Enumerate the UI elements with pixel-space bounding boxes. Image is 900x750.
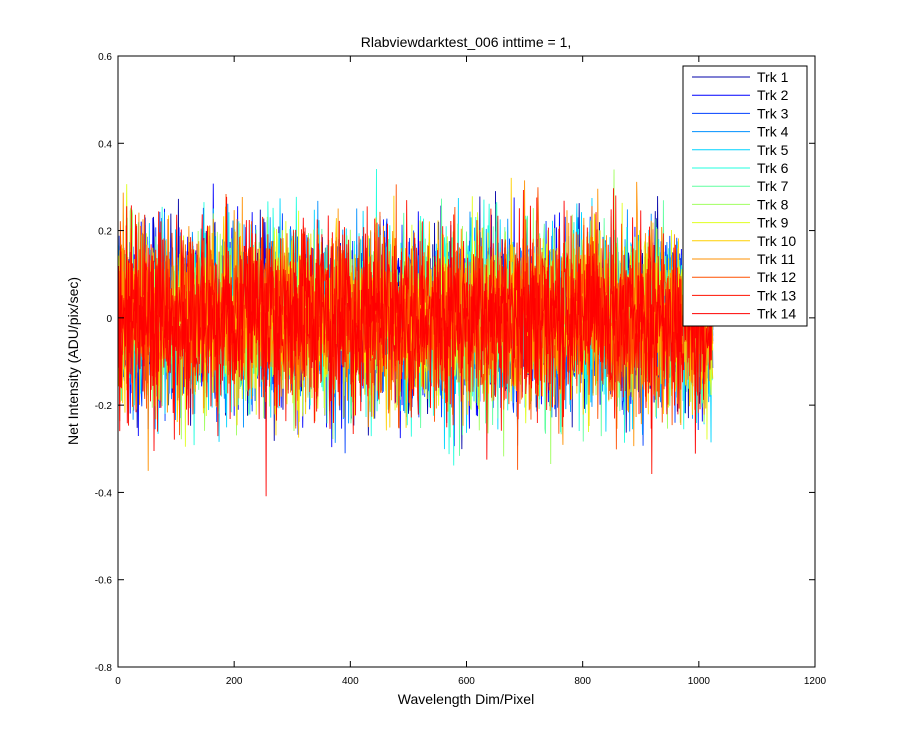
x-tick-label: 1000 xyxy=(688,676,711,687)
legend-label: Trk 7 xyxy=(757,178,789,194)
legend-label: Trk 6 xyxy=(757,160,789,176)
legend-label: Trk 12 xyxy=(757,269,796,285)
x-tick-label: 0 xyxy=(115,676,121,687)
legend-label: Trk 4 xyxy=(757,124,789,140)
legend-label: Trk 2 xyxy=(757,87,789,103)
tick-layer: 0 200 400 600 800 1000 1200 -0.8 -0.6 -0.4 -0.2 0 0.… xyxy=(95,52,827,687)
y-tick-label: 0.4 xyxy=(98,139,112,150)
series-line-trk-14 xyxy=(118,196,714,497)
x-axis-label: Wavelength Dim/Pixel xyxy=(398,691,534,707)
x-tick-label: 200 xyxy=(226,676,243,687)
legend: Trk 1 Trk 2 Trk 3 Trk 4 Trk 5 Trk 6 Trk 7 Trk 8… xyxy=(682,65,808,327)
x-tick-label: 800 xyxy=(574,676,591,687)
legend-box xyxy=(682,65,808,327)
legend-label: Trk 13 xyxy=(757,287,796,303)
y-tick-label: 0.2 xyxy=(98,227,112,238)
y-axis-label: Net Intensity (ADU/pix/sec) xyxy=(65,277,81,445)
legend-label: Trk 9 xyxy=(757,215,789,231)
legend-label: Trk 3 xyxy=(757,105,789,121)
chart-title: Rlabviewdarktest_006 inttime = 1, xyxy=(361,34,572,50)
y-tick-label: 0 xyxy=(106,314,112,325)
legend-label: Trk 1 xyxy=(757,69,789,85)
legend-label: Trk 8 xyxy=(757,196,789,212)
y-tick-label: 0.6 xyxy=(98,52,112,63)
y-tick-label: -0.2 xyxy=(95,401,113,412)
legend-label: Trk 10 xyxy=(757,233,796,249)
y-tick-label: -0.6 xyxy=(95,576,113,587)
legend-label: Trk 5 xyxy=(757,142,789,158)
legend-label: Trk 11 xyxy=(757,251,795,267)
y-tick-label: -0.8 xyxy=(95,663,113,674)
series-layer xyxy=(118,169,714,497)
y-tick-label: -0.4 xyxy=(95,488,113,499)
legend-label: Trk 14 xyxy=(757,306,796,322)
x-tick-label: 400 xyxy=(342,676,359,687)
x-tick-label: 600 xyxy=(458,676,475,687)
legend-items: Trk 1 Trk 2 Trk 3 Trk 4 Trk 5 Trk 6 Trk 7 Trk 8… xyxy=(692,69,796,322)
x-tick-label: 1200 xyxy=(804,676,827,687)
